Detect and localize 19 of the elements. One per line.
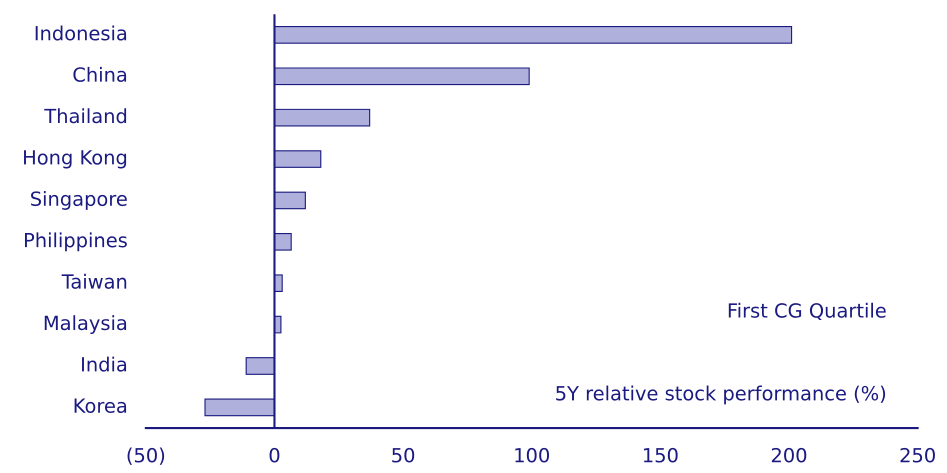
y-tick-label: China [73, 66, 126, 82]
x-tick-label: 150 [644, 448, 678, 463]
x-tick-label: 250 [900, 448, 935, 463]
x-tick-label: 100 [515, 448, 550, 463]
y-tick-label: Malaysia [44, 315, 126, 334]
annotation: First CG Quartile [728, 302, 886, 320]
x-tick-label: 200 [772, 448, 806, 463]
y-tick-label: Indonesia [36, 25, 126, 41]
x-tick-label: (50) [128, 448, 164, 465]
x-tick-label: 0 [270, 448, 280, 463]
y-tick-label: Thailand [44, 108, 126, 124]
annotation: 5Y relative stock performance (%) [556, 386, 886, 404]
x-tick-label: 50 [392, 448, 414, 463]
y-tick-label: Hong Kong [24, 150, 126, 168]
y-tick-label: Korea [74, 398, 126, 414]
y-tick-label: India [82, 356, 126, 372]
y-tick-label: Philippines [24, 232, 127, 252]
y-tick-label: Taiwan [62, 274, 126, 289]
y-tick-label: Singapore [31, 191, 127, 210]
